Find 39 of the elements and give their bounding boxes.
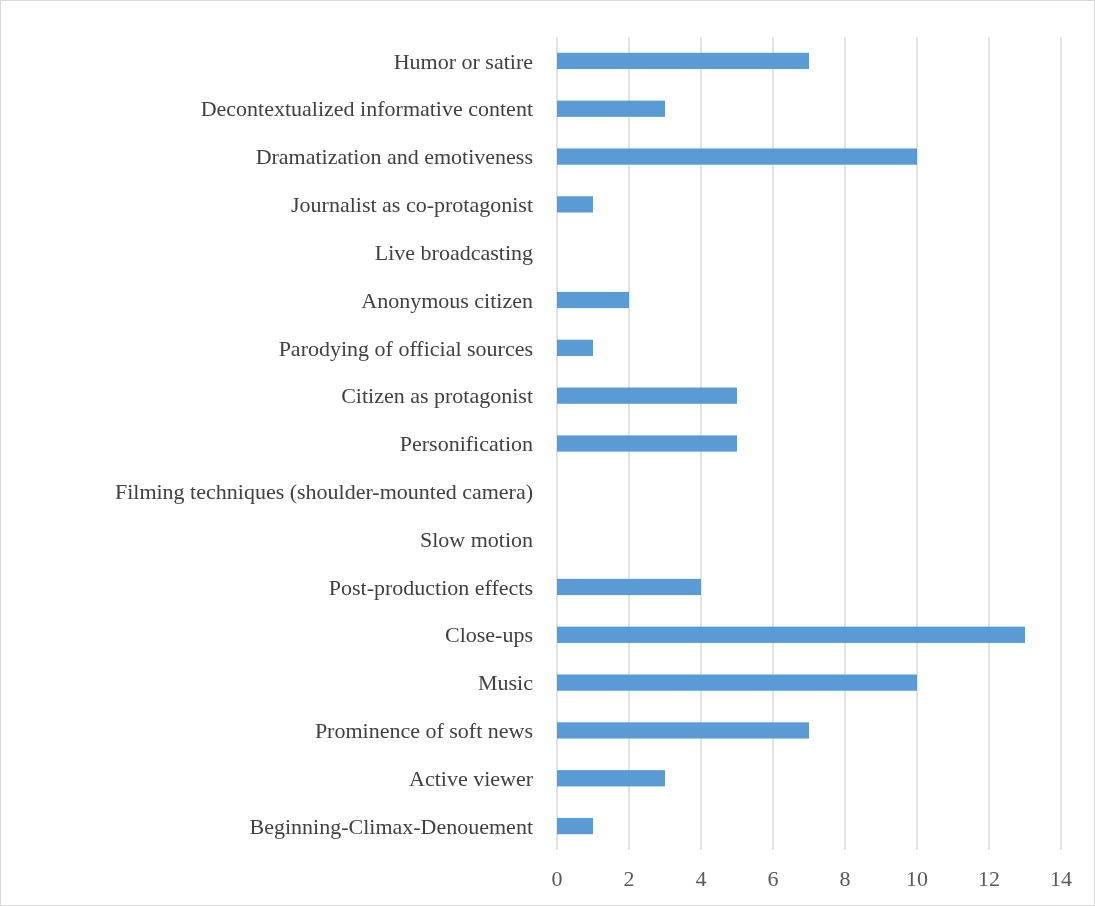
bar [557, 291, 629, 309]
y-tick-label: Parodying of official sources [278, 335, 533, 361]
x-tick-label: 2 [623, 866, 635, 891]
bar [557, 578, 701, 596]
y-tick-label: Music [478, 670, 534, 696]
y-tick-label: Active viewer [409, 765, 534, 791]
x-tick-label: 12 [978, 866, 1000, 891]
x-tick-label: 10 [906, 866, 928, 891]
bar [557, 722, 809, 739]
y-tick-label: Decontextualized informative content [200, 96, 533, 122]
y-tick-label: Journalist as co-protagonist [291, 192, 533, 218]
y-tick-label: Anonymous citizen [361, 287, 533, 313]
y-tick-label: Personification [399, 431, 533, 457]
bar [557, 674, 917, 691]
bar [557, 817, 593, 835]
y-tick-label: Citizen as protagonist [341, 383, 533, 409]
y-tick-label: Dramatization and emotiveness [255, 144, 533, 170]
x-tick-label: 4 [695, 866, 707, 891]
y-tick-label: Humor or satire [393, 48, 533, 74]
bar [557, 148, 917, 165]
bar [557, 435, 737, 452]
bar [557, 52, 809, 70]
bar [557, 626, 1025, 643]
bar [557, 387, 737, 404]
y-tick-label: Filming techniques (shoulder-mounted camera) [114, 479, 533, 505]
x-tick-label: 6 [767, 866, 779, 891]
y-tick-label: Beginning-Climax-Denouement [249, 813, 533, 839]
y-tick-label: Post-production effects [328, 574, 533, 600]
y-tick-label: Prominence of soft news [314, 718, 533, 744]
x-tick-label: 0 [551, 866, 563, 891]
y-tick-label: Slow motion [419, 526, 533, 552]
x-tick-label: 14 [1050, 866, 1072, 891]
bar [557, 100, 665, 117]
bar [557, 770, 665, 787]
y-tick-label: Close-ups [445, 622, 533, 648]
x-tick-label: 8 [839, 866, 851, 891]
y-tick-label: Live broadcasting [374, 239, 533, 265]
bar [557, 196, 593, 213]
bar [557, 339, 593, 356]
